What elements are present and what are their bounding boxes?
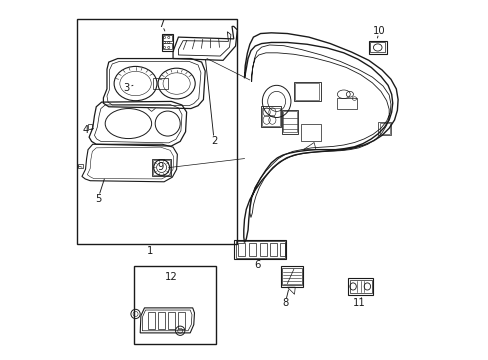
Bar — [162, 33, 173, 51]
Bar — [248, 243, 255, 256]
Bar — [260, 106, 281, 127]
Text: 6: 6 — [253, 260, 260, 270]
Bar — [134, 266, 216, 344]
Bar — [379, 123, 389, 134]
Bar — [280, 243, 284, 256]
Bar — [238, 243, 244, 256]
Text: 11: 11 — [352, 298, 365, 308]
Bar — [148, 312, 155, 329]
Bar — [283, 111, 296, 132]
Bar — [88, 124, 91, 129]
Bar — [295, 83, 319, 100]
Text: 7: 7 — [158, 18, 164, 28]
Bar — [259, 243, 266, 256]
Bar — [168, 312, 175, 329]
Bar — [78, 164, 83, 168]
Bar — [235, 242, 285, 257]
Bar — [282, 111, 298, 134]
Bar — [270, 243, 277, 256]
Text: 2: 2 — [210, 136, 217, 146]
Text: 10: 10 — [372, 26, 385, 36]
Bar — [337, 98, 356, 109]
Text: 3: 3 — [123, 83, 129, 93]
Bar — [368, 41, 386, 54]
Bar — [281, 266, 303, 287]
Bar — [300, 124, 320, 141]
Bar — [163, 43, 172, 49]
Bar — [153, 78, 167, 89]
Text: 1: 1 — [146, 247, 153, 256]
Bar — [77, 19, 237, 244]
Bar — [293, 82, 320, 102]
Bar — [234, 240, 285, 259]
Bar — [378, 122, 390, 135]
Bar — [369, 42, 385, 53]
Bar — [151, 158, 171, 176]
Bar — [153, 160, 169, 175]
Bar — [349, 280, 371, 293]
Bar — [282, 268, 301, 285]
Text: 5: 5 — [95, 194, 101, 203]
Bar — [262, 108, 279, 126]
Text: 8: 8 — [282, 298, 288, 308]
Bar — [178, 312, 185, 329]
Bar — [347, 278, 372, 295]
Bar — [158, 312, 165, 329]
Text: 12: 12 — [164, 272, 177, 282]
Text: 9: 9 — [157, 162, 163, 172]
Bar — [163, 35, 172, 41]
Text: 4: 4 — [82, 125, 88, 135]
